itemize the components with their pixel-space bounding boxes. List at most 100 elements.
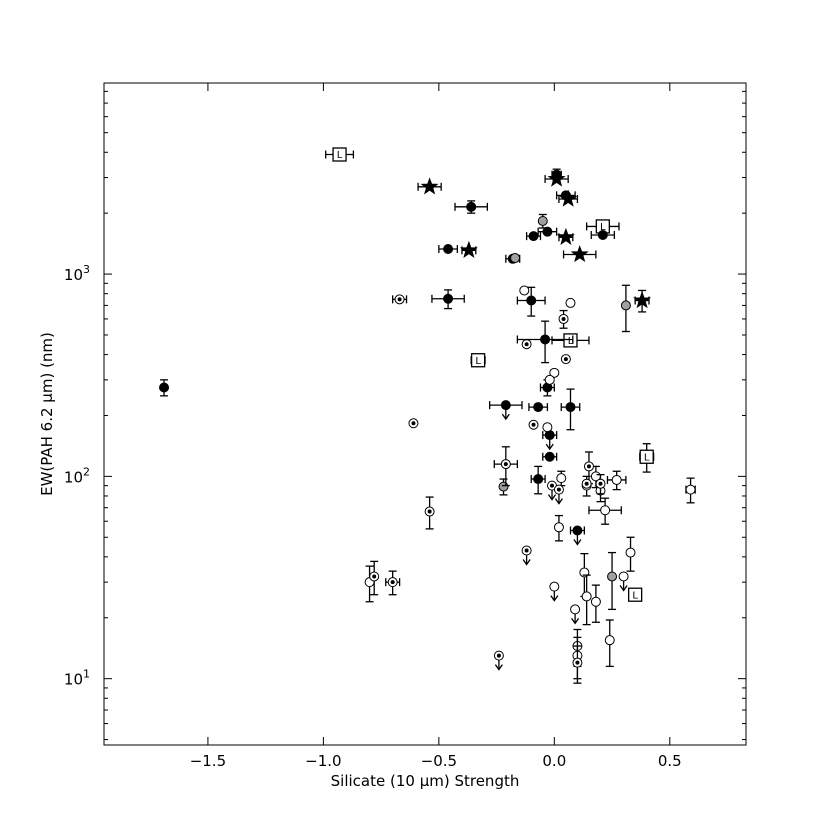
data-point-dot — [424, 496, 435, 530]
marker-dot-center — [427, 509, 432, 514]
data-point-dot — [528, 419, 539, 430]
marker-dot-center — [390, 580, 395, 585]
marker-open — [570, 604, 581, 615]
marker-open — [549, 581, 560, 592]
marker-open — [581, 591, 592, 602]
marker-star — [459, 240, 478, 259]
marker-dot-center — [496, 653, 501, 658]
marker-filled — [542, 226, 553, 237]
data-point-open — [618, 571, 629, 592]
data-point-filled — [454, 200, 489, 214]
marker-filled — [597, 229, 608, 240]
marker-star — [420, 177, 439, 195]
data-point-star — [459, 240, 478, 259]
data-point-open — [519, 285, 530, 296]
marker-filled — [526, 295, 537, 306]
y-tick-base: 10 — [64, 266, 83, 284]
data-point-dot — [595, 473, 606, 495]
data-points: L L L L L L — [159, 147, 696, 684]
data-point-filled — [537, 226, 558, 237]
marker-filled — [443, 244, 454, 255]
data-point-dot — [369, 560, 380, 596]
marker-dot-center — [524, 548, 529, 553]
marker-filled — [565, 402, 576, 413]
marker-dot-center — [503, 462, 508, 467]
data-point-open — [588, 497, 622, 525]
data-point-open — [549, 581, 560, 602]
data-point-dot — [572, 645, 583, 684]
marker-open — [625, 547, 636, 558]
marker-square — [470, 353, 486, 368]
data-point-dot — [581, 478, 592, 489]
marker-dot-center — [411, 421, 416, 426]
data-point-dot — [408, 418, 419, 429]
data-point-L: L — [325, 147, 355, 162]
marker-open — [600, 505, 611, 516]
data-point-gray — [620, 284, 631, 333]
data-point-filled — [555, 190, 576, 201]
marker-open — [685, 484, 696, 495]
data-point-filled — [159, 379, 170, 397]
y-tick-exponent: 2 — [83, 465, 90, 478]
upper-limit-arrow — [554, 498, 563, 505]
plot-area-frame — [103, 82, 747, 746]
x-tick-label: 0.0 — [542, 752, 566, 770]
marker-gray — [537, 215, 548, 226]
data-point-filled — [569, 525, 585, 546]
data-point-open — [553, 514, 564, 542]
data-point-open — [570, 604, 581, 625]
data-point-dot — [521, 339, 532, 350]
marker-star — [633, 291, 652, 309]
data-point-open — [590, 584, 601, 623]
data-point-dot — [493, 446, 519, 487]
data-point-filled — [431, 289, 465, 310]
marker-dot-center — [531, 422, 536, 427]
data-point-filled — [542, 430, 558, 451]
upper-limit-arrow — [550, 595, 559, 602]
x-tick-label: −1.0 — [305, 752, 341, 770]
marker-gray — [498, 481, 509, 492]
data-point-open — [606, 470, 627, 491]
data-point-star — [633, 289, 652, 313]
marker-square-letter: L — [568, 336, 574, 347]
marker-gray — [607, 571, 618, 582]
marker-dot-center — [563, 357, 568, 362]
data-point-filled — [528, 402, 549, 413]
data-point-open — [604, 619, 615, 668]
data-point-filled — [530, 465, 546, 495]
data-point-star — [562, 245, 597, 263]
marker-filled — [544, 451, 555, 462]
marker-square-letter: L — [600, 222, 606, 233]
y-tick-base: 10 — [64, 468, 83, 486]
marker-filled — [500, 400, 511, 411]
marker-square-letter: L — [475, 356, 481, 367]
y-tick-label: 102 — [64, 465, 90, 486]
data-point-dot — [558, 309, 569, 329]
marker-square — [639, 449, 654, 464]
data-point-filled — [542, 451, 558, 462]
marker-dot-center — [598, 481, 603, 486]
upper-limit-arrow — [522, 559, 531, 566]
upper-limit-arrow — [547, 494, 557, 501]
marker-filled — [551, 169, 562, 180]
marker-filled — [540, 334, 551, 345]
marker-open — [553, 522, 564, 533]
marker-square-letter: L — [632, 590, 638, 601]
upper-limit-arrow — [545, 443, 554, 451]
upper-limit-arrow — [501, 413, 510, 421]
upper-limit-arrow — [619, 585, 628, 592]
data-point-filled — [560, 388, 581, 431]
marker-dot-center — [584, 481, 589, 486]
marker-open — [590, 596, 601, 607]
y-tick-label: 101 — [64, 668, 90, 689]
marker-dot-center — [524, 342, 529, 347]
marker-open — [618, 571, 629, 582]
data-point-open — [625, 536, 636, 572]
data-point-dot — [385, 570, 401, 596]
marker-star — [556, 227, 575, 245]
data-point-gray — [537, 213, 548, 229]
x-axis-label: Silicate (10 μm) Strength — [331, 772, 520, 790]
data-point-dot — [553, 484, 564, 505]
